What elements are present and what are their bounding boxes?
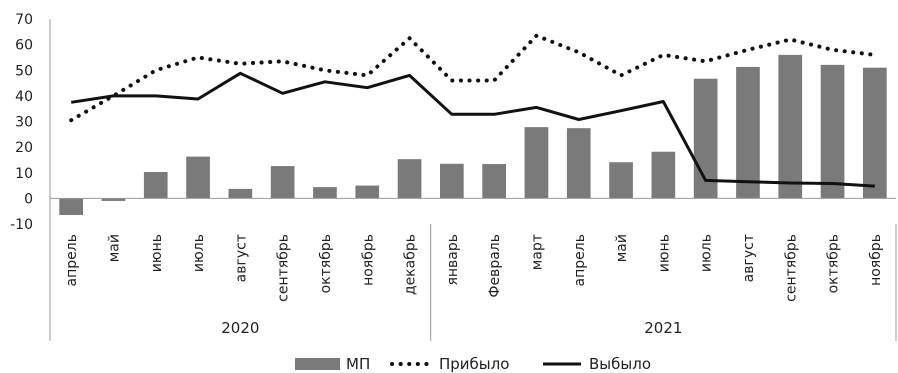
bar-mp <box>482 164 506 199</box>
legend-swatch-mp <box>295 358 340 370</box>
y-tick-label: 20 <box>15 140 33 156</box>
x-tick-label: октябрь <box>826 234 842 293</box>
x-tick-label: июнь <box>149 234 165 272</box>
x-tick-label: май <box>614 234 630 262</box>
y-tick-label: 40 <box>15 89 33 105</box>
y-axis: -10 0 10 20 30 40 50 60 70 <box>10 12 51 233</box>
y-tick-label: -10 <box>10 217 33 233</box>
bar-mp <box>651 151 676 199</box>
x-tick-label: июль <box>191 234 207 272</box>
bar-mp <box>59 198 83 216</box>
bar-mp <box>820 64 845 199</box>
x-tick-label: октябрь <box>318 234 334 293</box>
year-label: 2020 <box>221 319 259 337</box>
bar-mp <box>863 67 887 199</box>
x-tick-label: июнь <box>656 234 672 272</box>
x-tick-label: сентябрь <box>276 234 292 302</box>
x-tick-label: сентябрь <box>783 234 799 302</box>
y-tick-label: 60 <box>15 38 33 54</box>
x-tick-label: январь <box>445 234 461 286</box>
bar-mp <box>736 66 760 199</box>
y-tick-label: 0 <box>24 191 33 207</box>
legend-label-pribylo: Прибыло <box>439 355 509 373</box>
y-tick-label: 30 <box>15 115 33 131</box>
bar-mp <box>228 188 253 199</box>
bar-mp <box>186 156 210 199</box>
x-tick-label: ноябрь <box>360 234 376 286</box>
line-series-vybylo <box>70 71 875 188</box>
bar-mp <box>355 185 380 199</box>
legend: МП Прибыло Выбыло <box>295 355 651 373</box>
bar-mp <box>313 187 337 199</box>
bar-mp <box>101 198 126 201</box>
x-tick-label: август <box>741 234 757 282</box>
x-tick-label: декабрь <box>403 234 419 295</box>
bar-mp <box>566 128 591 199</box>
bar-mp <box>270 166 295 199</box>
bar-series <box>59 54 887 216</box>
bar-mp <box>440 163 464 199</box>
year-label: 2021 <box>644 319 682 337</box>
x-tick-label: апрель <box>64 234 80 286</box>
x-tick-label: август <box>233 234 249 282</box>
bar-mp <box>609 162 633 199</box>
legend-label-mp: МП <box>346 355 370 373</box>
x-tick-label: ноябрь <box>868 234 884 286</box>
bar-mp <box>778 54 803 199</box>
x-tick-label: Февраль <box>487 234 503 298</box>
x-tick-label: июль <box>699 234 715 272</box>
bar-mp <box>524 127 549 199</box>
line-series <box>69 33 877 188</box>
x-tick-label: март <box>529 234 545 270</box>
legend-label-vybylo: Выбыло <box>589 355 651 373</box>
x-axis: апрель май июнь июль август сентябрь октябрь но… <box>49 197 897 341</box>
y-tick-label: 70 <box>15 12 33 28</box>
y-tick-label: 50 <box>15 63 33 79</box>
y-tick-label: 10 <box>15 166 33 182</box>
bar-mp <box>397 159 422 199</box>
x-tick-label: апрель <box>572 234 588 286</box>
bar-mp <box>143 171 168 199</box>
x-tick-label: май <box>106 234 122 262</box>
